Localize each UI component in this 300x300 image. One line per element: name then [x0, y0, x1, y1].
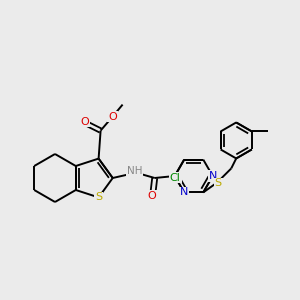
Text: O: O: [80, 117, 89, 127]
Text: N: N: [208, 171, 217, 181]
Text: O: O: [147, 191, 156, 201]
Text: NH: NH: [127, 166, 142, 176]
Text: S: S: [215, 178, 222, 188]
Text: Cl: Cl: [170, 172, 181, 182]
Text: O: O: [108, 112, 117, 122]
Text: N: N: [180, 188, 188, 197]
Text: S: S: [95, 192, 102, 203]
